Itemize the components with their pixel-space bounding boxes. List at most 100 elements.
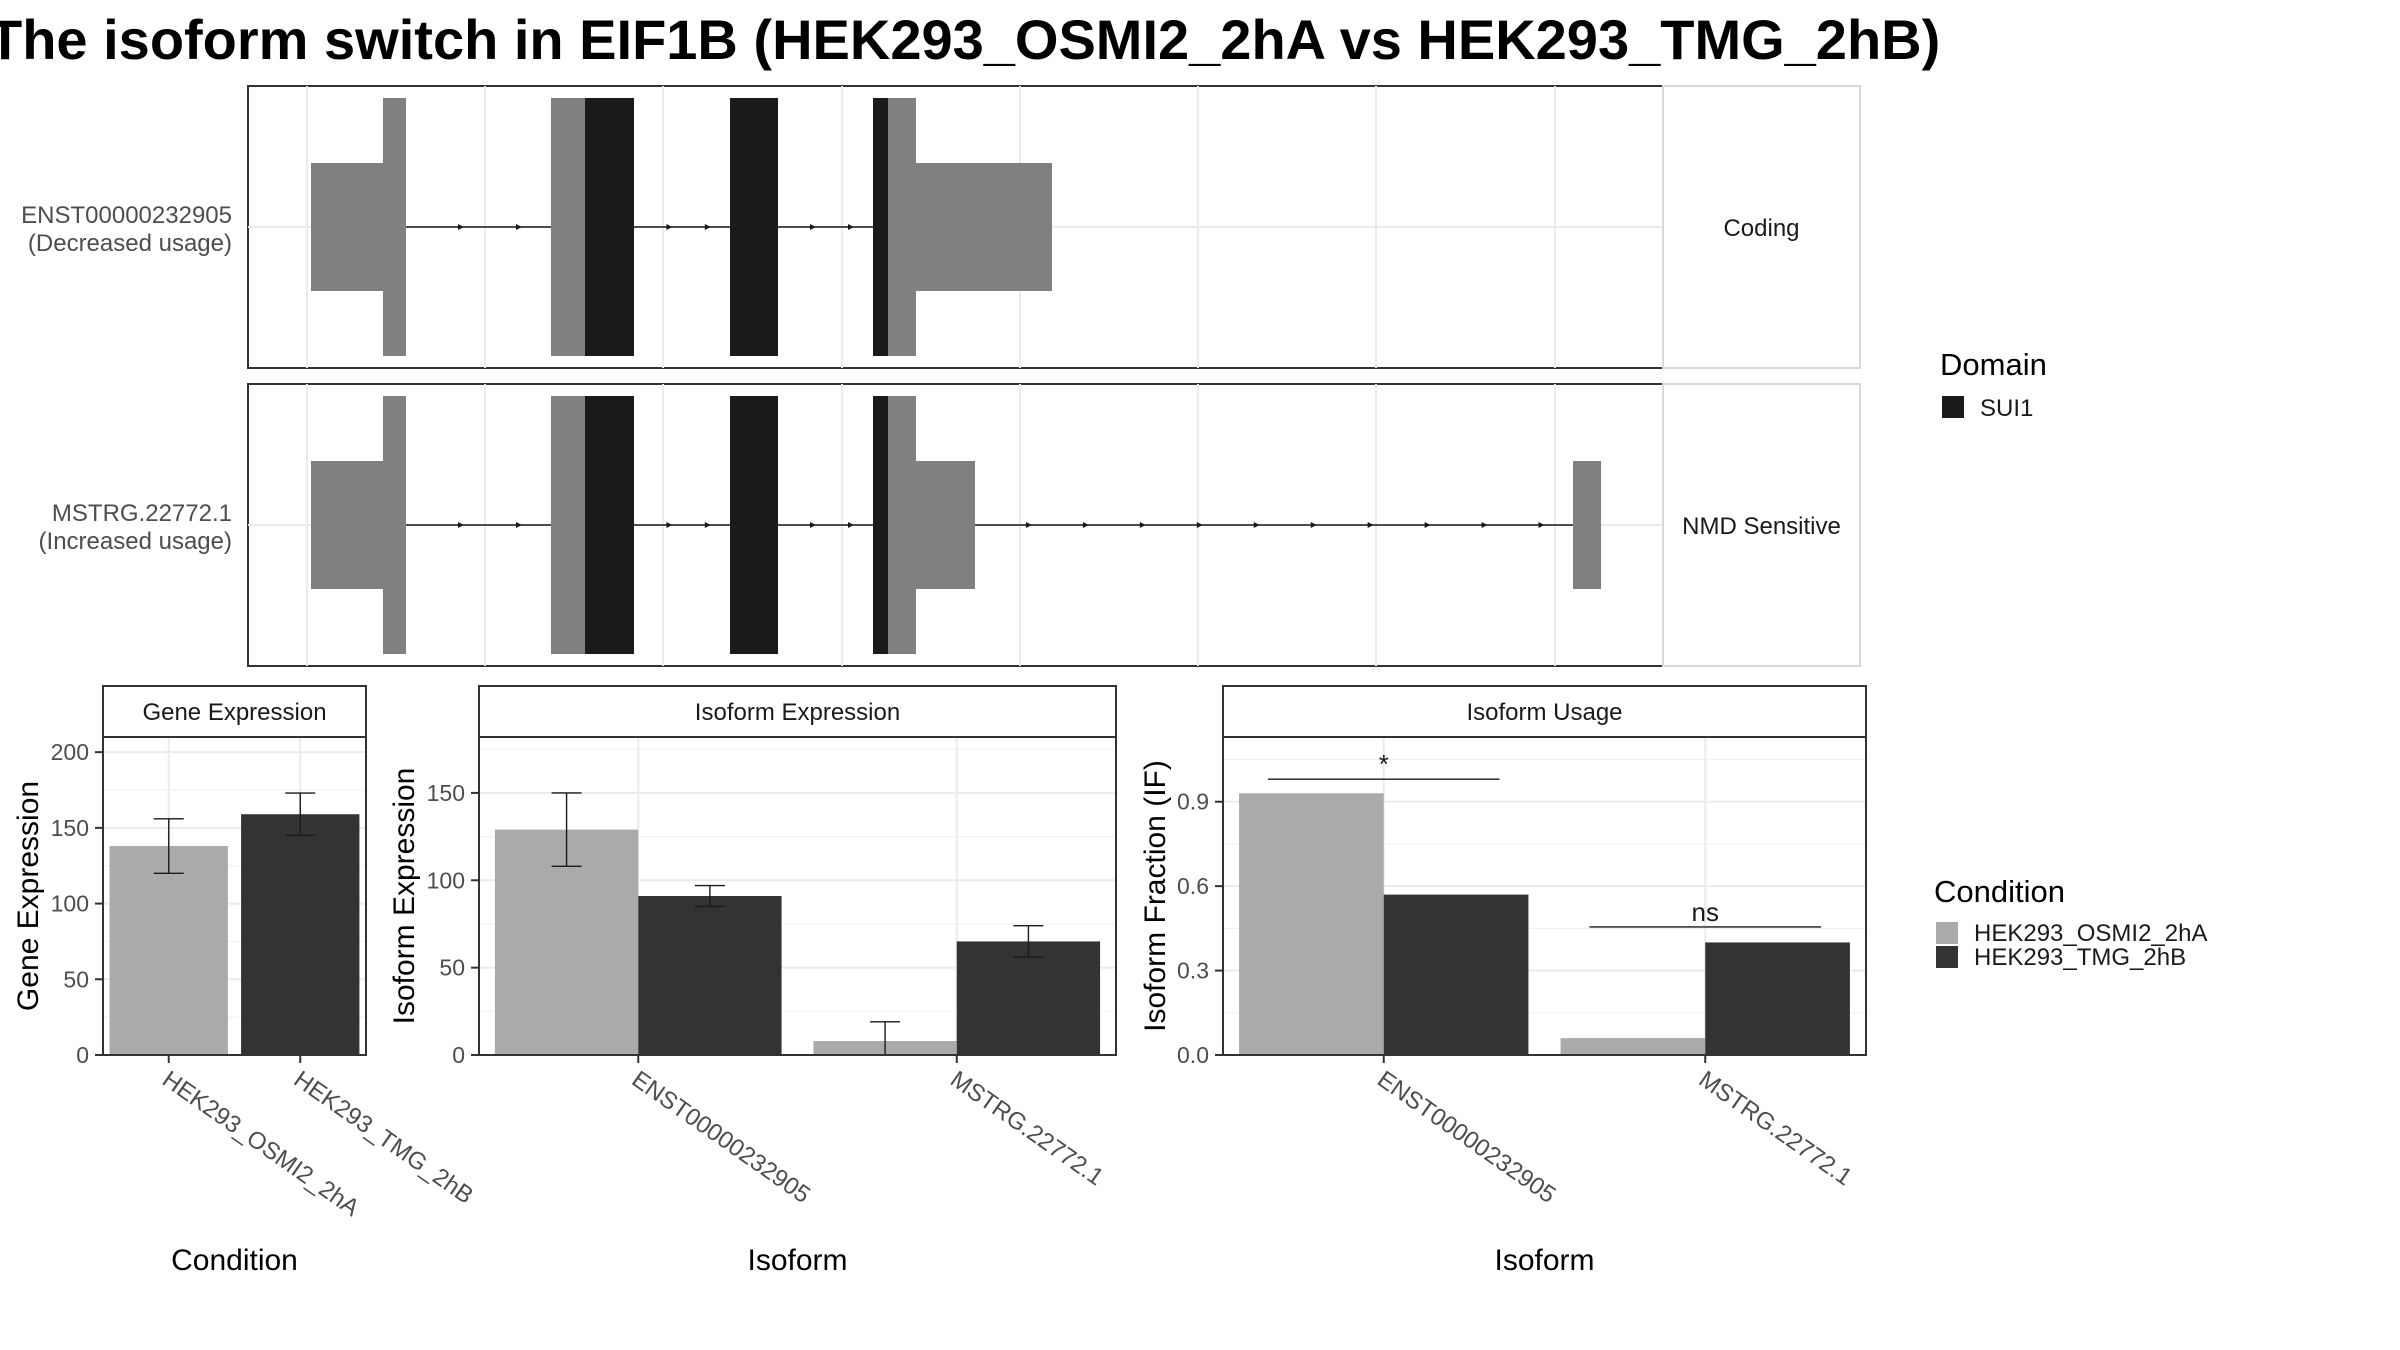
x-axis-title: Isoform [747, 1244, 847, 1277]
isoform-structure-panel: Coding ENST00000232905(Decreased usage) NM… [21, 85, 1861, 667]
bar [109, 846, 228, 1055]
utr-block [916, 163, 1052, 291]
y-tick-label: 100 [427, 867, 465, 893]
y-tick-label: 0 [76, 1042, 89, 1068]
intron-arrow [516, 224, 522, 230]
condition-legend-label: HEK293_TMG_2hB [1974, 944, 2186, 971]
utr-block [311, 461, 383, 589]
intron-arrow [810, 522, 816, 528]
y-tick-label: 0.9 [1177, 789, 1209, 815]
track-id-label: ENST00000232905 [21, 202, 232, 229]
utr-block [311, 163, 383, 291]
x-tick-label: ENST00000232905 [627, 1066, 815, 1209]
intron-arrow [704, 224, 711, 230]
condition-legend-title: Condition [1934, 874, 2065, 909]
y-tick-label: 0.3 [1177, 958, 1209, 984]
chart-title: The isoform switch in EIF1B (HEK293_OSMI… [0, 8, 1941, 71]
intron-arrow [848, 224, 854, 230]
utr-block [383, 396, 406, 654]
utr-block [551, 396, 585, 654]
y-tick-label: 200 [51, 739, 89, 765]
intron-arrow [516, 522, 522, 528]
y-tick-label: 0.6 [1177, 873, 1209, 899]
x-tick-label: MSTRG.22772.1 [945, 1066, 1108, 1191]
domain-block [730, 98, 778, 356]
utr-block [888, 98, 916, 356]
y-tick-label: 150 [427, 780, 465, 806]
intron-arrow [1082, 522, 1089, 528]
track-strip [1662, 383, 1861, 667]
facet-strip-label: Isoform Usage [1466, 699, 1622, 726]
intron-arrow [1139, 522, 1146, 528]
intron-arrow [1424, 522, 1431, 528]
track-id-label: MSTRG.22772.1 [52, 500, 232, 527]
y-tick-label: 0.0 [1177, 1042, 1209, 1068]
bar [494, 829, 639, 1055]
domain-block [873, 98, 888, 356]
bar [638, 896, 782, 1055]
domain-block [730, 396, 778, 654]
facet-strip-label: Gene Expression [142, 699, 326, 726]
track-category-label: NMD Sensitive [1682, 513, 1841, 540]
facet-strip-label: Isoform Expression [695, 699, 900, 726]
intron-arrow [666, 522, 673, 528]
condition-legend-label: HEK293_OSMI2_2hA [1974, 920, 2207, 947]
y-tick-label: 50 [439, 955, 465, 981]
intron-arrow [1367, 522, 1374, 528]
y-tick-label: 50 [63, 966, 89, 992]
intron-arrow [1196, 522, 1203, 528]
x-tick-label: MSTRG.22772.1 [1694, 1066, 1857, 1191]
utr-block [888, 396, 916, 654]
intron-arrow [666, 224, 673, 230]
bar [1705, 942, 1850, 1055]
track-usage-label: (Decreased usage) [28, 230, 232, 257]
domain-block [585, 98, 634, 356]
utr-block [916, 461, 975, 589]
intron-arrow [810, 224, 816, 230]
domain-block [873, 396, 888, 654]
chart-3: 0.0 0.3 0.6 0.9 * ns Isoform Usage ENST00000232… [1139, 685, 1867, 1277]
utr-block [383, 98, 406, 356]
y-axis-title: Gene Expression [12, 781, 45, 1011]
x-axis-title: Isoform [1494, 1244, 1594, 1277]
intron-arrow [1538, 522, 1545, 528]
y-axis-title: Isoform Expression [388, 768, 421, 1025]
bar [956, 941, 1101, 1055]
intron-arrow [458, 522, 464, 528]
bar [1560, 1038, 1706, 1055]
intron-arrow [1025, 522, 1032, 528]
domain-legend-swatch [1942, 396, 1964, 418]
intron-arrow [1253, 522, 1260, 528]
domain-legend-title: Domain [1940, 347, 2047, 382]
y-tick-label: 0 [452, 1042, 465, 1068]
bar [241, 814, 360, 1055]
y-tick-label: 150 [51, 815, 89, 841]
utr-block [1573, 461, 1601, 589]
facet-strip [102, 685, 367, 738]
track-strip [1662, 85, 1861, 369]
track-category-label: Coding [1723, 215, 1799, 242]
bar [1383, 894, 1529, 1055]
significance-label: * [1379, 749, 1389, 779]
domain-legend: Domain SUI1 [1940, 347, 2047, 422]
intron-arrow [848, 522, 854, 528]
domain-legend-label: SUI1 [1980, 395, 2033, 422]
condition-legend-swatch [1936, 922, 1958, 944]
facet-strip [478, 685, 1117, 738]
utr-block [551, 98, 585, 356]
intron-arrow [458, 224, 464, 230]
y-tick-label: 100 [51, 891, 89, 917]
x-tick-label: ENST00000232905 [1372, 1066, 1560, 1209]
domain-block [585, 396, 634, 654]
bar [1239, 793, 1384, 1055]
transcript-track-1: Coding ENST00000232905(Decreased usage) [21, 85, 1861, 369]
intron-arrow [704, 522, 711, 528]
facet-strip [1222, 685, 1867, 738]
transcript-track-2: NMD Sensitive MSTRG.22772.1(Increased usa… [39, 383, 1861, 667]
condition-legend-swatch [1936, 946, 1958, 968]
y-axis-title: Isoform Fraction (IF) [1139, 760, 1172, 1032]
